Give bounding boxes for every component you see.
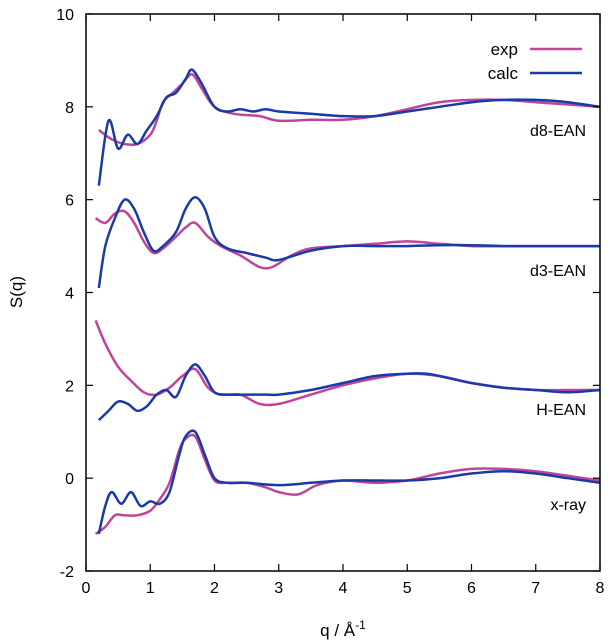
y-tick-label-8: 8: [65, 100, 74, 117]
series-h-ean-exp: [94, 319, 600, 407]
y-tick-label-0: 0: [65, 471, 74, 488]
annotation-d8-ean: d8-EAN: [530, 123, 586, 140]
x-tick-label-0: 0: [82, 580, 91, 597]
y-tick-label-4: 4: [65, 286, 74, 303]
series-d8-ean-exp: [98, 73, 601, 147]
series-layer: [94, 68, 601, 535]
series-h-ean-calc: [97, 363, 601, 422]
legend-label-calc: calc: [488, 64, 519, 83]
x-tick-label-6: 6: [467, 580, 476, 597]
annotation-x-ray: x-ray: [550, 497, 586, 514]
x-tick-label-3: 3: [274, 580, 283, 597]
plot-frame: [85, 13, 601, 572]
series-d3-ean-calc: [97, 196, 600, 289]
legend: exp calc: [488, 40, 582, 83]
annotation-d3-ean: d3-EAN: [530, 263, 586, 280]
x-tick-label-1: 1: [146, 580, 155, 597]
y-axis-label: S(q): [7, 276, 26, 308]
y-tick-label-10: 10: [56, 7, 74, 24]
ticks-layer: 0 1 2 3 4 5 6 7 8 -2 0 2 4 6 8 10: [56, 7, 604, 597]
legend-label-exp: exp: [491, 40, 518, 59]
x-tick-label-4: 4: [339, 580, 348, 597]
y-tick-label-6: 6: [65, 193, 74, 210]
series-x-ray-calc: [97, 429, 601, 535]
x-tick-label-2: 2: [210, 580, 219, 597]
x-tick-label-5: 5: [403, 580, 412, 597]
x-axis-label: q / Å-1: [320, 618, 366, 640]
series-d8-ean-calc: [97, 68, 601, 186]
x-tick-label-7: 7: [531, 580, 540, 597]
x-tick-label-8: 8: [596, 580, 605, 597]
y-tick-label--2: -2: [60, 564, 74, 581]
annotation-h-ean: H-EAN: [536, 402, 586, 419]
y-tick-label-2: 2: [65, 378, 74, 395]
